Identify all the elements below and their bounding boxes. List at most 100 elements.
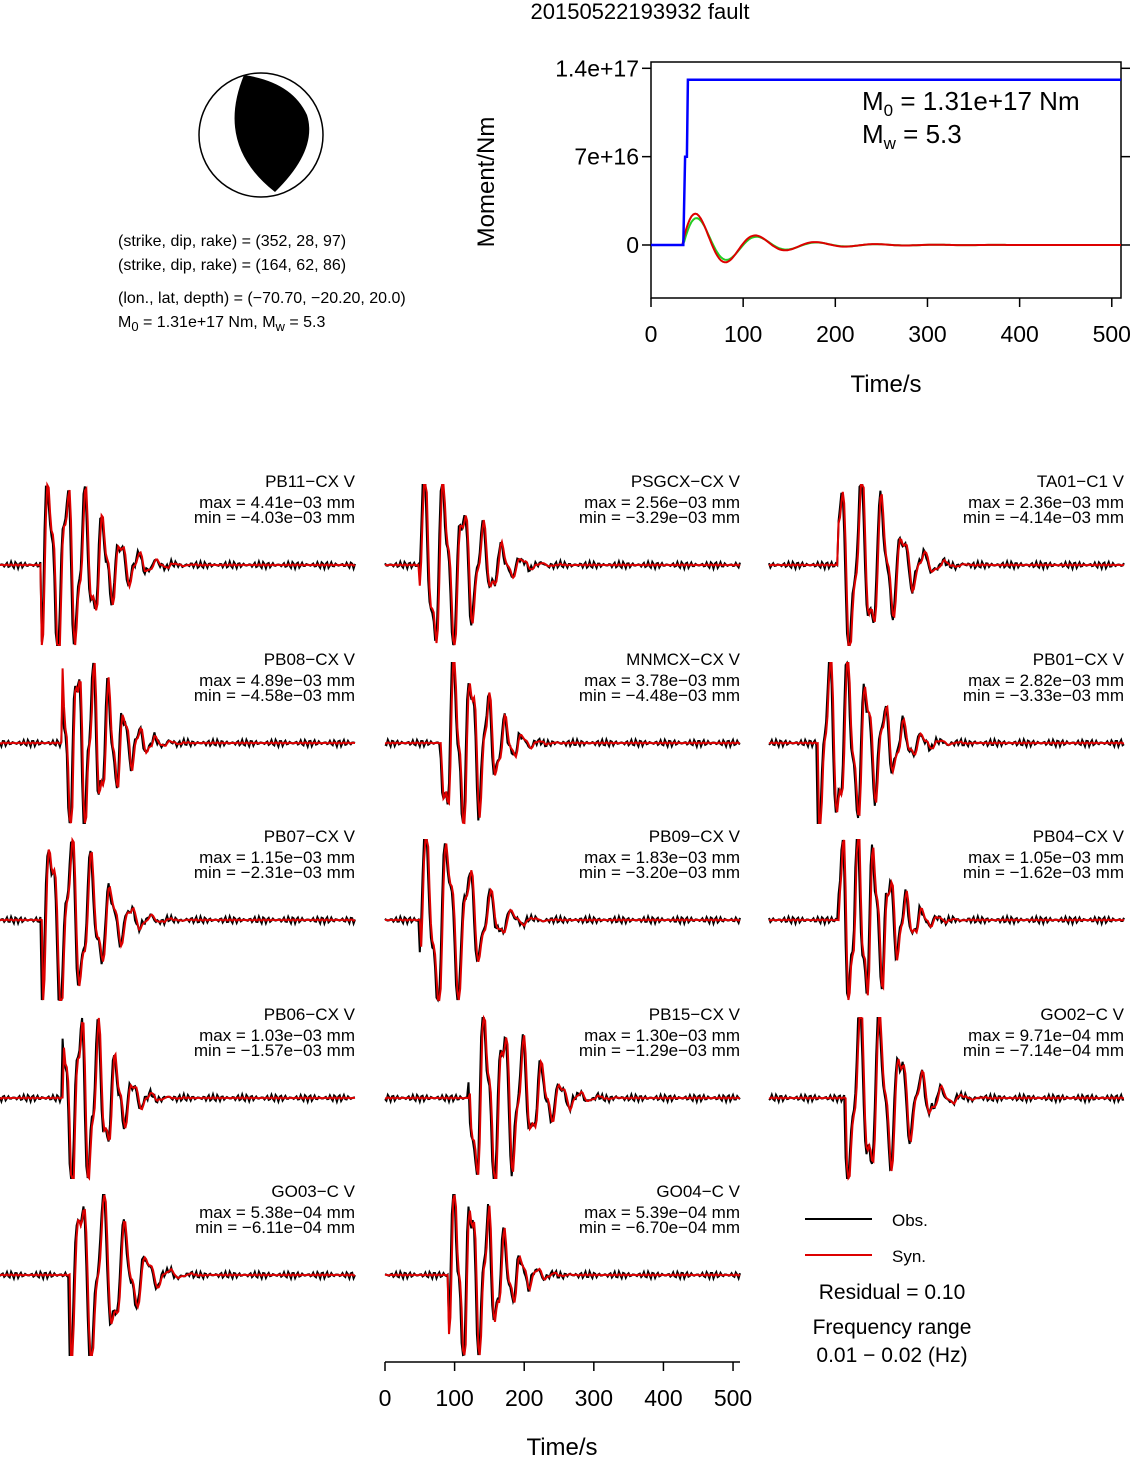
station-name: PB04−CX V (1033, 827, 1125, 846)
time-tick-label: 0 (379, 1385, 392, 1411)
figure-title: 20150522193932 fault (531, 0, 750, 24)
station-max: max = 1.83e−03 mm (584, 848, 740, 867)
station-max: max = 3.78e−03 mm (584, 671, 740, 690)
strike-dip-rake-2: (strike, dip, rake) = (164, 62, 86) (118, 257, 346, 274)
stf-xtick-label: 500 (1093, 321, 1131, 347)
stf-ylabel: Moment/Nm (473, 117, 500, 248)
station-max: max = 1.03e−03 mm (199, 1026, 355, 1045)
time-tick-label: 400 (644, 1385, 682, 1411)
time-tick-label: 300 (575, 1385, 613, 1411)
synthetic-trace (384, 1014, 741, 1179)
synthetic-trace (384, 1194, 741, 1356)
station-name: PB15−CX V (649, 1005, 741, 1024)
mechanism-info: (strike, dip, rake) = (352, 28, 97) (str… (118, 233, 406, 334)
station-min: min = −6.11e−04 mm (195, 1218, 355, 1237)
stf-frame (650, 61, 1122, 299)
synthetic-trace (768, 839, 1125, 1001)
synthetic-trace (768, 484, 1125, 647)
station-name: PB09−CX V (649, 827, 741, 846)
station-max: max = 1.15e−03 mm (199, 848, 355, 867)
station-max: max = 9.71e−04 mm (968, 1026, 1124, 1045)
station-min: min = −4.14e−03 mm (963, 508, 1124, 527)
stf-xtick-label: 400 (1000, 321, 1038, 347)
beachball-icon (198, 72, 324, 198)
frequency-range-label: Frequency range (813, 1316, 972, 1339)
time-tick-label: 500 (714, 1385, 752, 1411)
waveform-time-axis: 0 100 200 300 400 500 (379, 1361, 752, 1411)
station-name: PB07−CX V (264, 827, 356, 846)
residual-text: Residual = 0.10 (819, 1281, 966, 1304)
station-max: max = 2.56e−03 mm (584, 493, 740, 512)
legend: Obs. Syn. Residual = 0.10 Frequency rang… (805, 1211, 971, 1367)
stf-red-trace (651, 212, 1121, 264)
stf-mw-annotation: Mw = 5.3 (862, 119, 962, 153)
synthetic-trace (0, 836, 356, 1001)
station-max: max = 4.89e−03 mm (199, 671, 355, 690)
station-name: PB11−CX V (265, 472, 356, 491)
stf-xtick-label: 300 (908, 321, 946, 347)
station-min: min = −4.58e−03 mm (194, 686, 355, 705)
station-min: min = −1.29e−03 mm (579, 1041, 740, 1060)
legend-syn-label: Syn. (892, 1247, 926, 1266)
station-name: MNMCX−CX V (626, 650, 740, 669)
station-name: PSGCX−CX V (631, 472, 741, 491)
station-max: max = 5.39e−04 mm (584, 1203, 740, 1222)
station-min: min = −1.57e−03 mm (194, 1041, 355, 1060)
station-min: min = −2.31e−03 mm (194, 863, 355, 882)
station-min: min = −3.20e−03 mm (579, 863, 740, 882)
station-name: GO04−C V (656, 1182, 740, 1201)
time-tick-label: 200 (505, 1385, 543, 1411)
waveform-xlabel: Time/s (526, 1434, 597, 1458)
station-min: min = −4.03e−03 mm (194, 508, 355, 527)
stf-xtick-label: 0 (645, 321, 658, 347)
station-min: min = −1.62e−03 mm (963, 863, 1124, 882)
stf-m0-annotation: M0 = 1.31e+17 Nm (862, 86, 1080, 120)
station-min: min = −3.33e−03 mm (963, 686, 1124, 705)
station-min: min = −3.29e−03 mm (579, 508, 740, 527)
location-depth: (lon., lat, depth) = (−70.70, −20.20, 20… (118, 290, 406, 307)
synthetic-trace (768, 662, 1125, 824)
stf-xlabel: Time/s (850, 371, 921, 398)
synthetic-trace (0, 662, 356, 824)
moment-summary: M0 = 1.31e+17 Nm, Mw = 5.3 (118, 314, 326, 334)
station-name: GO03−C V (271, 1182, 355, 1201)
synthetic-trace (384, 484, 741, 646)
stf-ytick-label: 7e+16 (574, 144, 639, 170)
synthetic-trace (384, 839, 741, 1002)
station-name: TA01−C1 V (1037, 472, 1125, 491)
synthetic-trace (768, 1017, 1124, 1181)
synthetic-trace (0, 1194, 356, 1356)
stf-green-trace (651, 217, 1121, 261)
stf-ytick-label: 0 (626, 232, 639, 258)
stf-ytick-label: 1.4e+17 (555, 55, 639, 81)
station-max: max = 4.41e−03 mm (199, 493, 355, 512)
synthetic-trace (0, 1017, 355, 1181)
station-name: GO02−C V (1040, 1005, 1124, 1024)
station-max: max = 2.36e−03 mm (968, 493, 1124, 512)
synthetic-trace (384, 662, 741, 825)
time-tick-label: 100 (435, 1385, 473, 1411)
frequency-range-value: 0.01 − 0.02 (Hz) (816, 1344, 967, 1367)
station-min: min = −4.48e−03 mm (579, 686, 740, 705)
stf-panel: 1.4e+17 7e+16 0 0 100 200 300 400 500 Moment/Nm… (473, 55, 1131, 398)
station-max: max = 1.30e−03 mm (584, 1026, 740, 1045)
stf-cumulative-moment-line (651, 78, 1121, 247)
station-name: PB08−CX V (264, 650, 356, 669)
station-min: min = −6.70e−04 mm (579, 1218, 740, 1237)
station-max: max = 5.38e−04 mm (199, 1203, 355, 1222)
